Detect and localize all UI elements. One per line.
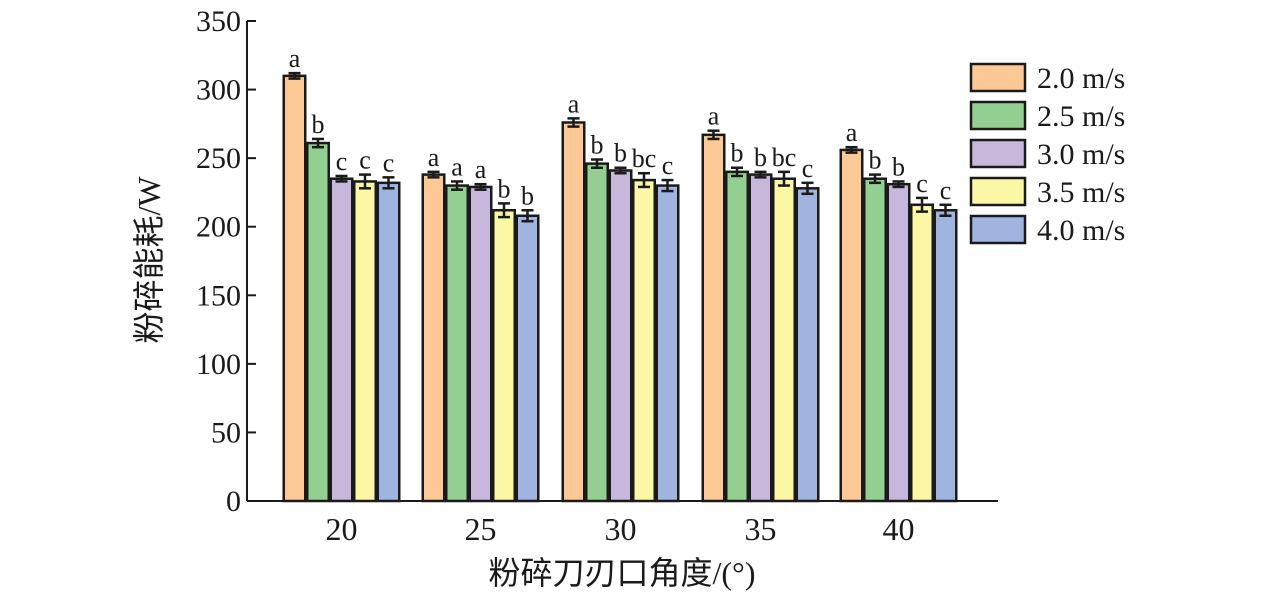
legend-label: 4.0 m/s <box>1037 214 1125 247</box>
x-tick-label: 40 <box>883 511 915 547</box>
bar <box>772 177 796 503</box>
significance-label: a <box>846 118 858 147</box>
bar <box>725 170 749 503</box>
significance-label: bc <box>772 143 797 172</box>
bar <box>376 181 401 503</box>
bar <box>468 185 493 503</box>
significance-label: c <box>383 148 395 177</box>
y-tick-label: 350 <box>196 5 241 38</box>
significance-label: c <box>336 147 348 176</box>
significance-label: b <box>521 181 534 210</box>
bar <box>863 177 887 503</box>
bar <box>608 169 633 503</box>
bar <box>795 187 820 503</box>
x-tick-label: 30 <box>605 511 637 547</box>
legend-swatch <box>969 62 1027 93</box>
y-tick-label: 250 <box>196 142 241 175</box>
y-tick-label: 300 <box>196 74 241 107</box>
significance-label: b <box>614 139 627 168</box>
bar <box>655 184 680 503</box>
legend-label: 3.5 m/s <box>1037 176 1125 209</box>
bar <box>306 141 330 503</box>
significance-label: a <box>428 143 440 172</box>
bar <box>492 209 516 503</box>
y-tick-label: 0 <box>226 485 241 518</box>
legend: 2.0 m/s 2.5 m/s 3.0 m/s 3.5 m/s 4.0 m/s <box>969 62 1125 247</box>
significance-label: c <box>802 154 814 183</box>
x-tick-label: 35 <box>745 511 777 547</box>
significance-label: c <box>359 146 371 175</box>
legend-swatch <box>969 176 1027 207</box>
significance-label: bc <box>632 144 657 173</box>
y-tick-label: 50 <box>211 416 241 449</box>
bar <box>910 203 934 503</box>
bar <box>585 162 609 503</box>
bar <box>329 177 354 503</box>
bar <box>353 180 377 503</box>
significance-label: a <box>475 155 487 184</box>
significance-label: b <box>754 143 767 172</box>
significance-label: b <box>312 110 325 139</box>
significance-label: b <box>892 152 905 181</box>
bar <box>421 173 446 503</box>
bar <box>561 121 586 503</box>
legend-label: 2.5 m/s <box>1037 100 1125 133</box>
x-axis-title: 粉碎刀刃口角度/(°) <box>488 555 755 591</box>
bar <box>839 148 864 503</box>
x-axis: 20 25 30 35 40 <box>247 500 998 547</box>
bar <box>445 184 469 503</box>
significance-label: c <box>916 169 928 198</box>
significance-label: b <box>498 174 511 203</box>
y-tick-label: 100 <box>196 348 241 381</box>
bar <box>748 173 773 503</box>
y-tick-label: 200 <box>196 211 241 244</box>
bars: abc c c a a ab bab b bc cab b bc cab bc c <box>282 44 958 503</box>
significance-label: a <box>568 89 580 118</box>
legend-label: 3.0 m/s <box>1037 138 1125 171</box>
significance-label: b <box>869 146 882 175</box>
bar <box>701 133 726 503</box>
legend-swatch <box>969 138 1027 169</box>
bar <box>282 74 307 503</box>
y-tick-label: 150 <box>196 279 241 312</box>
significance-label: a <box>708 102 720 131</box>
significance-label: a <box>289 44 301 73</box>
bar <box>886 182 911 503</box>
x-tick-label: 20 <box>326 511 358 547</box>
x-tick-label: 25 <box>465 511 497 547</box>
y-axis-title: 粉碎能耗/W <box>131 176 167 344</box>
bar <box>632 178 656 503</box>
significance-label: b <box>591 131 604 160</box>
bar <box>933 209 958 503</box>
legend-swatch <box>969 214 1027 245</box>
significance-label: c <box>662 151 674 180</box>
significance-label: a <box>451 152 463 181</box>
y-axis: 0 50 100 150 200 250 300 350 <box>196 5 256 518</box>
legend-swatch <box>969 100 1027 131</box>
bar <box>515 214 540 503</box>
legend-label: 2.0 m/s <box>1037 62 1125 95</box>
significance-label: c <box>940 176 952 205</box>
significance-label: b <box>731 139 744 168</box>
